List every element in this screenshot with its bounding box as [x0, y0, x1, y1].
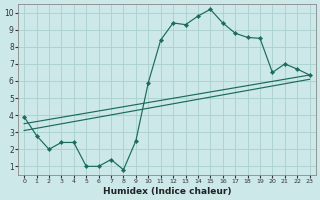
X-axis label: Humidex (Indice chaleur): Humidex (Indice chaleur)	[103, 187, 231, 196]
